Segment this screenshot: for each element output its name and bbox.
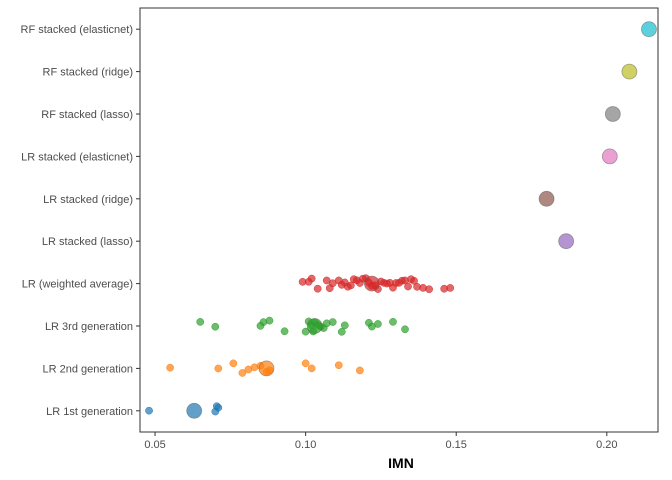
mean-point bbox=[363, 275, 380, 292]
mean-point bbox=[306, 318, 323, 334]
data-point bbox=[211, 322, 220, 331]
y-tick-label: LR stacked (elasticnet) bbox=[21, 151, 133, 163]
data-point bbox=[145, 406, 153, 415]
y-tick-label: LR 1st generation bbox=[46, 406, 133, 418]
data-point bbox=[374, 320, 382, 328]
mean-point bbox=[538, 190, 555, 207]
x-tick-label: 0.05 bbox=[144, 439, 165, 451]
data-point bbox=[307, 274, 316, 283]
y-tick-label: LR (weighted average) bbox=[22, 279, 133, 291]
series-group bbox=[621, 63, 638, 80]
data-point bbox=[301, 359, 310, 368]
data-point bbox=[355, 366, 364, 375]
y-tick-label: LR 3rd generation bbox=[45, 321, 133, 333]
x-tick-label: 0.15 bbox=[446, 439, 467, 451]
data-point bbox=[229, 359, 238, 368]
plot-area bbox=[139, 7, 659, 433]
data-point bbox=[307, 364, 316, 373]
mean-point bbox=[621, 63, 638, 80]
data-point bbox=[280, 327, 289, 336]
panel-border bbox=[139, 7, 659, 433]
data-point bbox=[337, 327, 346, 336]
mean-point bbox=[601, 148, 618, 165]
mean-point bbox=[604, 106, 621, 122]
series-group bbox=[166, 359, 364, 377]
data-point bbox=[328, 318, 337, 326]
data-point bbox=[425, 285, 433, 294]
y-tick-label: LR 2nd generation bbox=[42, 363, 133, 375]
series-group bbox=[558, 233, 575, 250]
series-group bbox=[604, 106, 621, 122]
y-tick-label: RF stacked (lasso) bbox=[41, 109, 133, 121]
y-axis: LR 1st generation LR 2nd generation LR 3rd… bbox=[21, 24, 140, 418]
data-point bbox=[238, 369, 247, 377]
data-point bbox=[334, 361, 343, 370]
data-point bbox=[214, 364, 223, 373]
data-point bbox=[389, 317, 397, 326]
mean-point bbox=[558, 233, 575, 250]
y-tick-label: RF stacked (ridge) bbox=[43, 67, 133, 79]
y-tick-label: LR stacked (lasso) bbox=[42, 236, 133, 248]
data-point bbox=[404, 282, 412, 291]
series-group bbox=[538, 190, 555, 207]
series-group bbox=[601, 148, 618, 165]
data-point bbox=[166, 363, 174, 372]
data-point bbox=[346, 281, 355, 290]
y-tick-label: RF stacked (elasticnet) bbox=[21, 24, 133, 36]
data-point bbox=[265, 316, 274, 325]
mean-point bbox=[258, 360, 275, 377]
data-point bbox=[340, 321, 349, 330]
x-tick-label: 0.20 bbox=[596, 439, 617, 451]
mean-point bbox=[641, 21, 657, 38]
data-point bbox=[401, 325, 409, 334]
data-point bbox=[214, 403, 223, 412]
data-point bbox=[196, 318, 205, 326]
series-group bbox=[145, 402, 223, 419]
series-group bbox=[641, 21, 657, 38]
y-tick-label: LR stacked (ridge) bbox=[43, 194, 133, 206]
x-tick-label: 0.10 bbox=[295, 439, 316, 451]
series-group bbox=[196, 316, 409, 336]
data-point bbox=[313, 284, 322, 293]
series-group bbox=[298, 274, 455, 294]
mean-point bbox=[186, 402, 203, 419]
x-axis: 0.05 0.10 0.15 0.20 bbox=[144, 432, 618, 451]
data-point bbox=[446, 284, 455, 292]
x-axis-label: IMN bbox=[388, 455, 414, 471]
